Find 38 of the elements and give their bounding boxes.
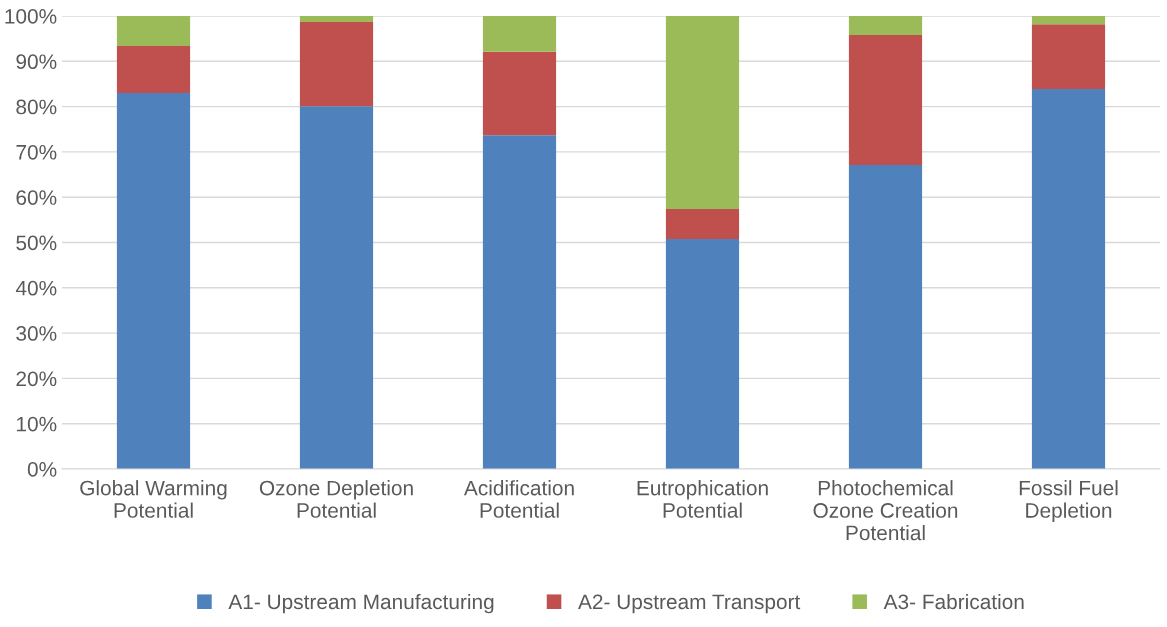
x-tick-label: Photochemical Ozone Creation Potential (813, 480, 958, 541)
y-tick-label: 30% (16, 326, 57, 341)
x-tick-label: Fossil Fuel Depletion (1019, 480, 1118, 522)
bar (665, 208, 740, 239)
y-tick-label: 80% (16, 99, 57, 115)
legend-label: A1- Upstream Manufacturing (228, 593, 494, 614)
y-tick-label: 0% (27, 462, 57, 477)
x-tick-label: Ozone Depletion Potential (259, 480, 413, 518)
x-tick-label: Global Warming Potential (80, 480, 227, 518)
bar (116, 93, 191, 469)
bar (482, 16, 557, 52)
bar (1031, 24, 1106, 89)
y-tick-label: 100% (5, 9, 57, 24)
y-tick-label: 40% (15, 280, 57, 296)
bar (1031, 16, 1106, 25)
bar (116, 45, 191, 94)
x-tick-label: Acidification Potential (463, 480, 574, 518)
bar (848, 35, 923, 166)
y-tick-label: 10% (17, 416, 57, 432)
bar (116, 16, 191, 46)
bar (1031, 88, 1106, 469)
y-tick-label: 60% (16, 190, 57, 205)
y-tick-label: 70% (16, 144, 57, 160)
bar (299, 106, 374, 469)
legend-label: A3- Fabrication (883, 593, 1024, 610)
bar (482, 51, 557, 136)
x-tick-label: Eutrophication Potential (637, 480, 768, 518)
bar (848, 165, 923, 469)
bar (665, 238, 740, 469)
y-tick-label: 90% (16, 54, 57, 70)
legend-label: A2- Upstream Transport (578, 594, 801, 614)
bar (299, 21, 374, 107)
bar (482, 135, 557, 469)
y-tick-label: 20% (16, 371, 57, 387)
bar (665, 16, 740, 209)
bar (848, 16, 923, 36)
y-tick-label: 50% (16, 235, 57, 251)
bar (299, 16, 374, 22)
